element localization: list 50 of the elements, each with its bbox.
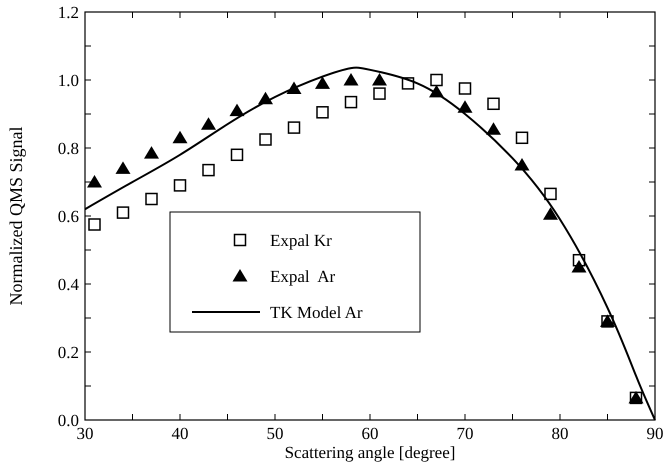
point	[288, 121, 300, 134]
y-tick-label: 0.2	[58, 343, 79, 362]
point	[316, 106, 329, 119]
x-tick-label: 50	[266, 424, 284, 443]
y-tick-label: 0.4	[58, 275, 80, 294]
point	[259, 133, 272, 146]
legend-entry: TK Model Ar	[192, 303, 363, 322]
point	[145, 192, 158, 206]
point	[543, 207, 558, 220]
point	[87, 175, 102, 188]
point	[116, 206, 130, 219]
point	[344, 96, 358, 108]
point	[544, 188, 557, 200]
legend-entry: Expal Kr	[234, 231, 332, 250]
y-axis-title: Normalized QMS Signal	[6, 126, 26, 306]
point	[201, 117, 216, 130]
y-tick-label: 0.6	[58, 207, 79, 226]
point	[487, 98, 500, 110]
point	[344, 73, 358, 86]
x-tick-label: 90	[646, 424, 664, 443]
y-tick-label: 0.8	[58, 139, 79, 158]
x-tick-label: 80	[552, 424, 568, 443]
x-tick-label: 40	[172, 424, 188, 443]
point	[88, 218, 101, 231]
point	[230, 104, 244, 116]
point	[458, 82, 472, 95]
point	[486, 122, 501, 135]
point	[116, 161, 130, 174]
point	[572, 260, 586, 272]
x-tick-label: 30	[76, 424, 94, 443]
point	[372, 73, 387, 86]
x-axis-title: Scattering angle [degree]	[284, 443, 456, 462]
point	[516, 132, 528, 144]
point	[144, 146, 159, 159]
x-tick-label: 60	[362, 424, 378, 443]
legend-entry: Expal Ar	[232, 267, 336, 286]
point	[230, 148, 244, 162]
legend-label: Expal Ar	[270, 267, 336, 286]
point	[202, 164, 215, 176]
point	[315, 76, 330, 89]
y-tick-label: 1.2	[58, 3, 79, 22]
point	[174, 179, 186, 192]
y-tick-label: 1.0	[58, 71, 79, 90]
legend-label: TK Model Ar	[270, 303, 363, 322]
legend-label: Expal Kr	[270, 231, 332, 250]
x-tick-label: 70	[456, 424, 474, 443]
point	[430, 74, 443, 86]
point	[172, 130, 188, 144]
point	[373, 87, 386, 100]
y-tick-label: 0.0	[58, 411, 79, 430]
